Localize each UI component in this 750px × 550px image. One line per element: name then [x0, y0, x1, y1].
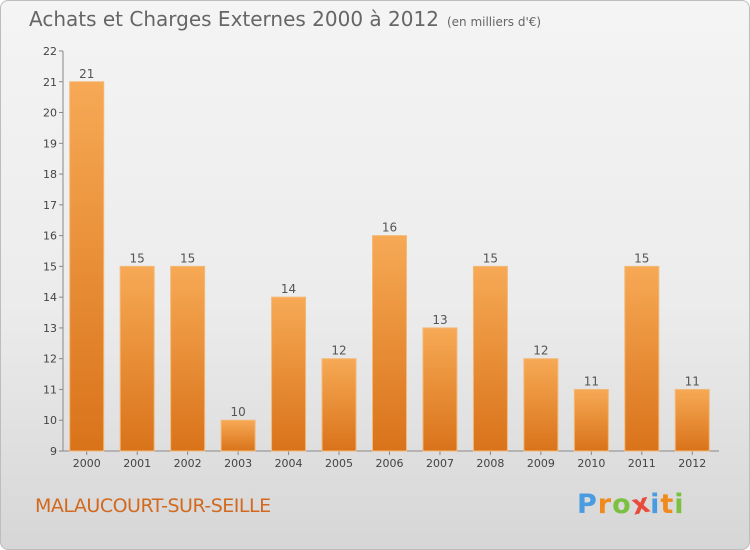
y-tick-label: 15: [43, 260, 57, 273]
x-tick-label: 2011: [628, 457, 656, 470]
bar-value-label: 15: [634, 251, 649, 265]
bar-value-label: 11: [584, 374, 599, 388]
logo-letter: r: [597, 489, 613, 520]
x-tick-label: 2012: [678, 457, 706, 470]
x-tick-label: 2003: [224, 457, 252, 470]
logo-letter: t: [660, 489, 675, 520]
logo-letter: o: [612, 489, 632, 520]
commune-name: MALAUCOURT-SUR-SEILLE: [35, 495, 271, 517]
bar: [220, 419, 256, 452]
bar-value-label: 15: [180, 251, 195, 265]
chart-subtitle: (en milliers d'€): [446, 15, 542, 29]
bar: [422, 327, 458, 452]
bar: [624, 265, 660, 452]
bar-value-label: 13: [432, 313, 447, 327]
y-tick-label: 16: [43, 230, 57, 243]
axes: 9 10 11 12 13 14 15 16 17 18 19 20 21 22 2000 2001 2002 2…: [43, 45, 719, 470]
bar: [573, 388, 609, 452]
bar: [321, 358, 357, 452]
x-tick-label: 2007: [426, 457, 454, 470]
logo-letter: i: [674, 489, 685, 520]
y-tick-label: 11: [43, 383, 57, 396]
logo-letter: i: [650, 489, 661, 520]
title-text: Achats et Charges Externes 2000 à 2012: [29, 7, 439, 31]
x-tick-label: 2006: [376, 457, 404, 470]
bar-value-label: 16: [382, 221, 397, 235]
y-tick-label: 14: [43, 291, 57, 304]
bar: [119, 265, 155, 452]
y-tick-label: 21: [43, 76, 57, 89]
x-tick-label: 2004: [275, 457, 303, 470]
x-tick-label: 2009: [527, 457, 555, 470]
x-tick-label: 2010: [577, 457, 605, 470]
logo-letter: P: [577, 489, 598, 520]
chart-title: Achats et Charges Externes 2000 à 2012 (e…: [29, 7, 541, 31]
y-tick-label: 18: [43, 168, 57, 181]
bar: [170, 265, 206, 452]
y-tick-label: 19: [43, 137, 57, 150]
bar: [271, 296, 307, 452]
bar-value-label: 21: [79, 67, 94, 81]
bar-value-label: 14: [281, 282, 296, 296]
proxiti-logo: Proxiti: [577, 487, 685, 521]
y-tick-label: 13: [43, 322, 57, 335]
x-tick-label: 2008: [476, 457, 504, 470]
bar-value-label: 10: [230, 405, 245, 419]
y-tick-label: 10: [43, 414, 57, 427]
bar: [523, 358, 559, 452]
bar: [674, 388, 710, 452]
y-tick-label: 9: [50, 445, 57, 458]
x-tick-label: 2001: [123, 457, 151, 470]
bar-value-label: 12: [533, 344, 548, 358]
y-tick-label: 12: [43, 353, 57, 366]
bars: 21 15 15 10 14 12 16 13 15 12 11 15 11: [69, 67, 710, 452]
bar-value-label: 15: [483, 251, 498, 265]
bar-value-label: 11: [685, 374, 700, 388]
y-tick-label: 20: [43, 107, 57, 120]
bar: [372, 235, 407, 452]
y-tick-label: 22: [43, 45, 57, 58]
bar-value-label: 15: [130, 251, 145, 265]
bar: [69, 81, 105, 452]
x-tick-label: 2005: [325, 457, 353, 470]
x-tick-label: 2000: [73, 457, 101, 470]
x-tick-label: 2002: [174, 457, 202, 470]
y-tick-label: 17: [43, 199, 57, 212]
bar-value-label: 12: [331, 344, 346, 358]
bar: [472, 265, 508, 452]
